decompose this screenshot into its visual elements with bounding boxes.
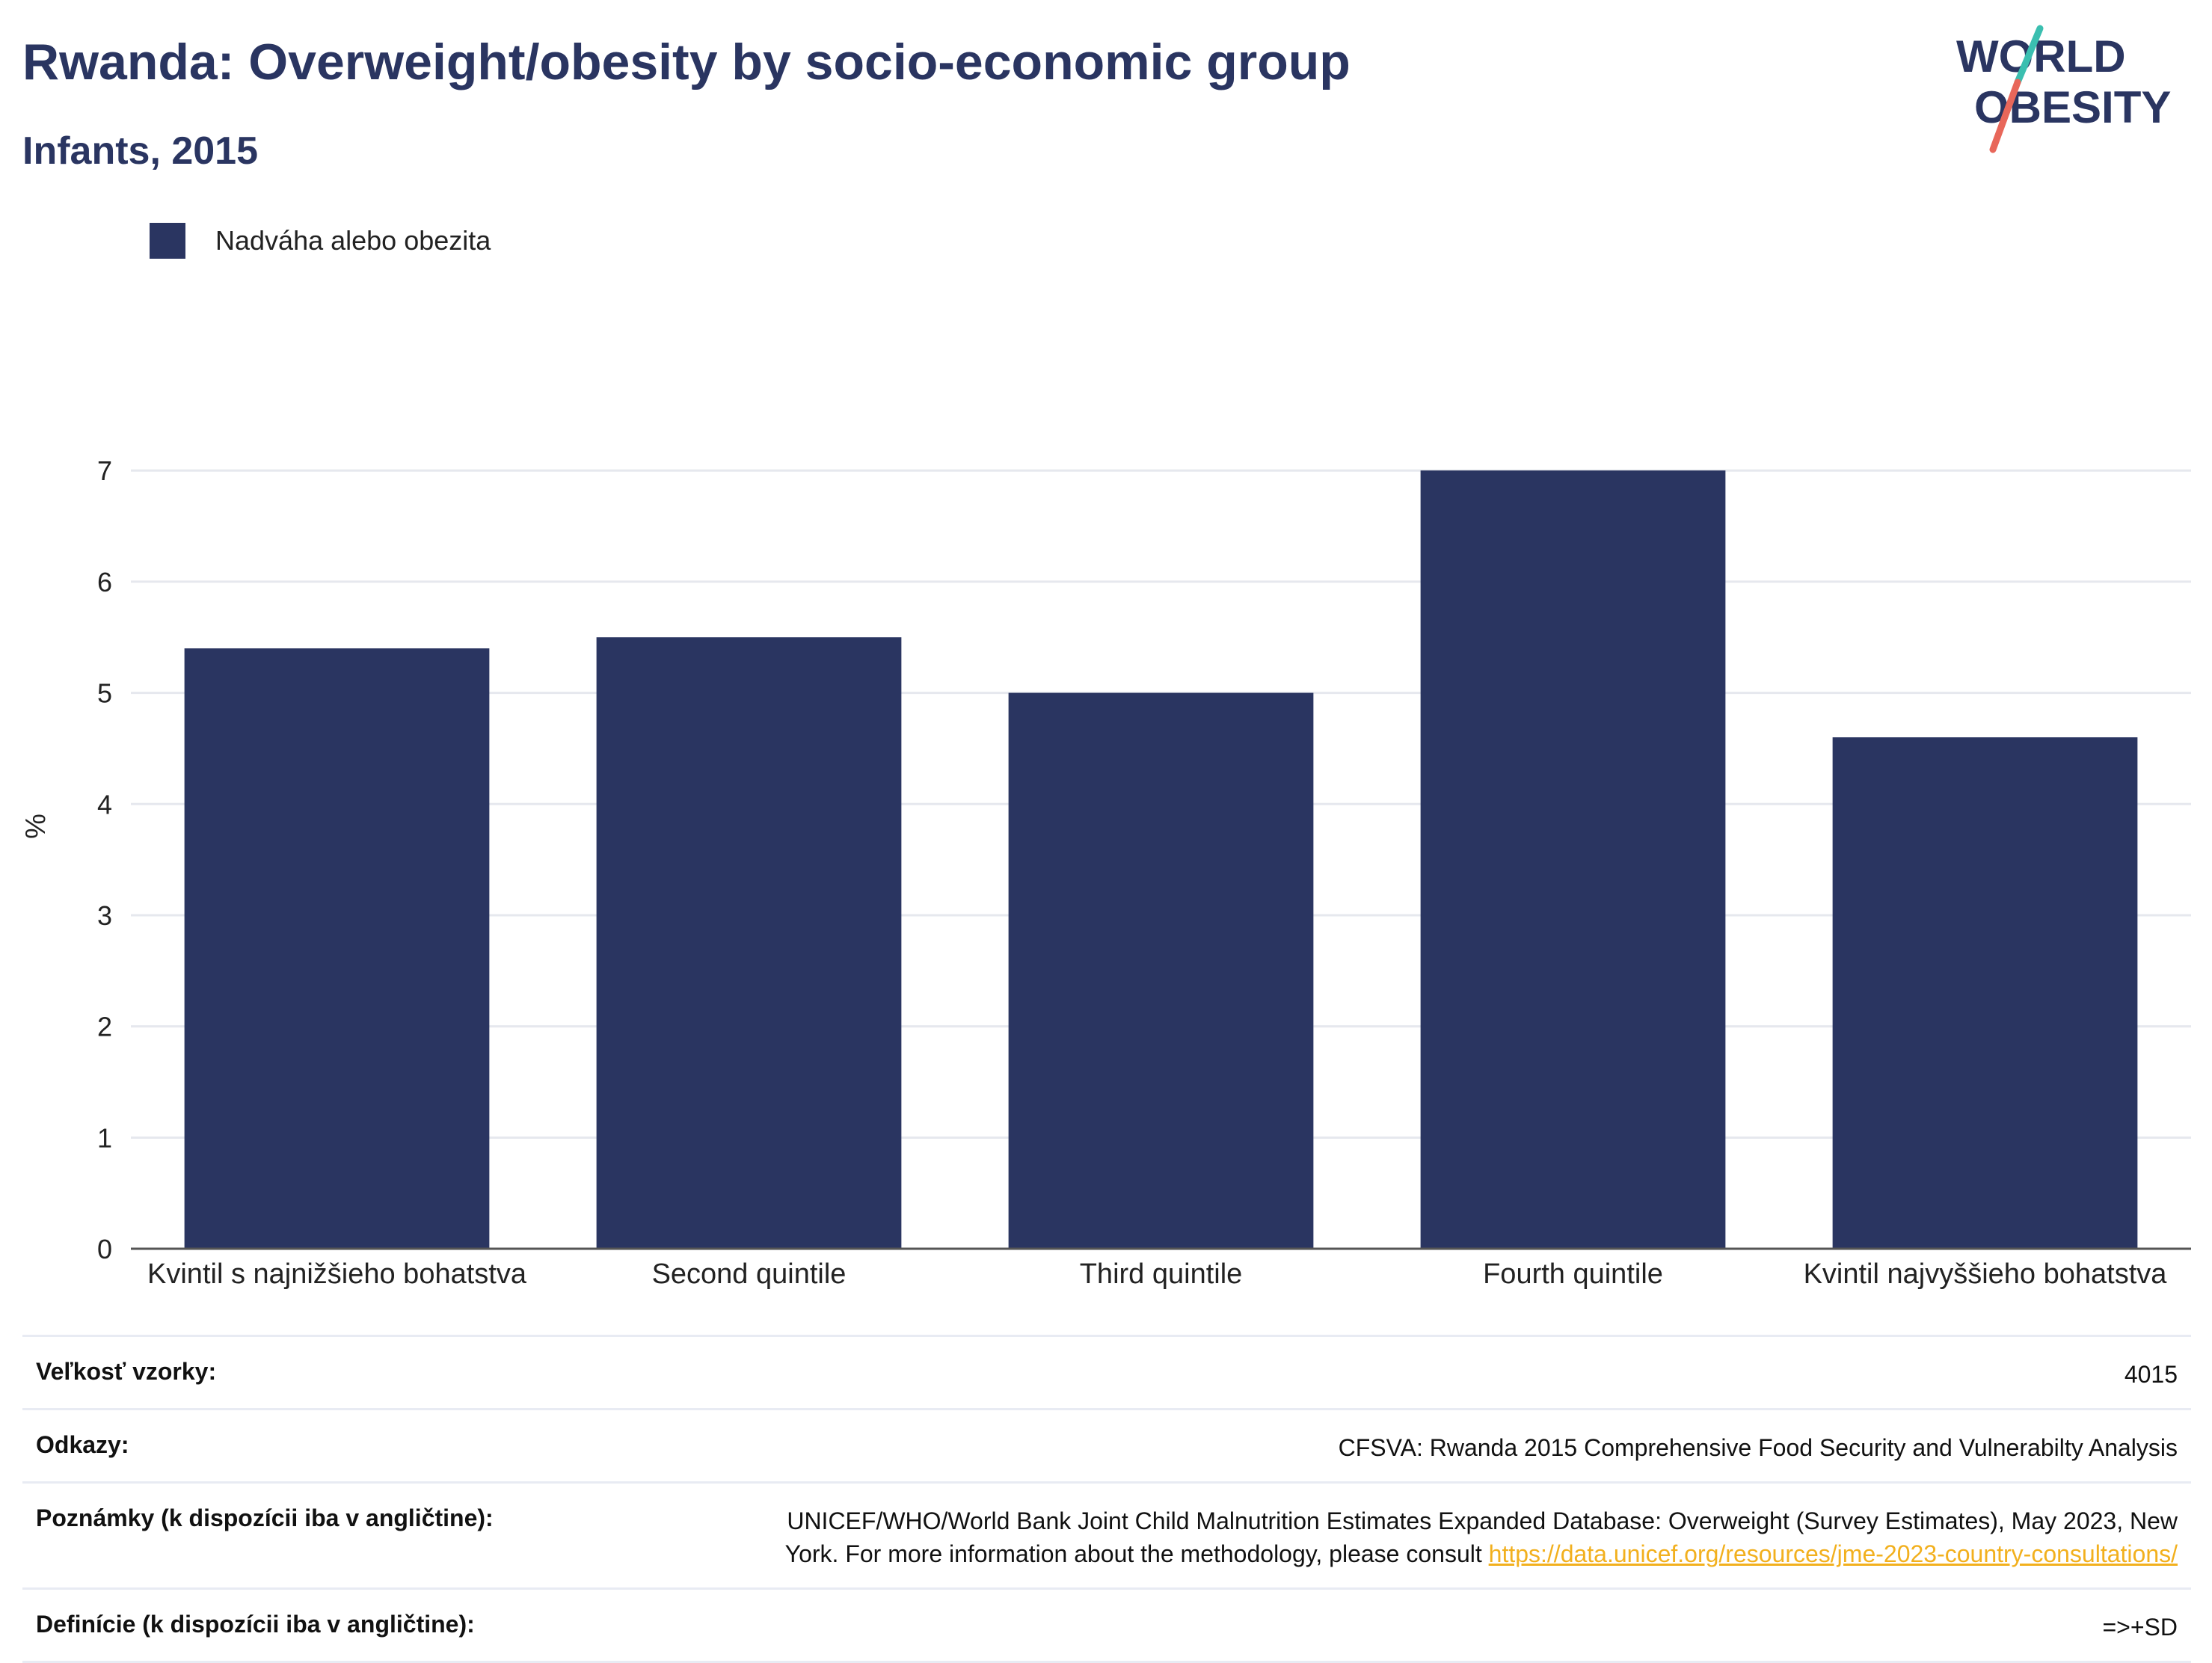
x-tick-label: Kvintil s najnižšieho bohatstva [147, 1258, 527, 1290]
y-tick-label: 1 [97, 1122, 112, 1153]
y-tick-label: 7 [97, 455, 112, 486]
legend: Nadváha alebo obezita [150, 223, 491, 259]
y-tick-label: 0 [97, 1234, 112, 1264]
y-tick-label: 6 [97, 567, 112, 597]
y-tick-label: 2 [97, 1012, 112, 1042]
x-tick-label: Third quintile [1080, 1258, 1243, 1290]
notes-row: Poznámky (k dispozícii iba v angličtine)… [22, 1481, 2191, 1588]
bar [1832, 737, 2138, 1249]
references-row: Odkazy: CFSVA: Rwanda 2015 Comprehensive… [22, 1407, 2191, 1481]
y-tick-label: 4 [97, 789, 112, 820]
sample-size-value: 4015 [2124, 1361, 2178, 1388]
notes-label: Poznámky (k dispozícii iba v angličtine)… [36, 1504, 494, 1531]
bar [596, 637, 902, 1249]
x-tick-label: Kvintil najvyššieho bohatstva [1804, 1258, 2168, 1290]
bar [1008, 692, 1314, 1249]
legend-swatch [150, 223, 185, 259]
chart-footer: Veľkosť vzorky: 4015 Odkazy: CFSVA: Rwan… [22, 1335, 2191, 1663]
logo-slash-top [2014, 25, 2044, 86]
chart-title: Rwanda: Overweight/obesity by socio-econ… [22, 34, 1351, 90]
x-tick-label: Fourth quintile [1483, 1258, 1663, 1290]
definitions-value: =>+SD [2102, 1614, 2178, 1641]
notes-link[interactable]: https://data.unicef.org/resources/jme-20… [1488, 1540, 2178, 1568]
y-tick-label: 3 [97, 900, 112, 931]
y-axis-label: % [20, 814, 52, 839]
notes-text-2: York. For more information about the met… [784, 1540, 1489, 1568]
notes-value: UNICEF/WHO/World Bank Joint Child Malnut… [785, 1504, 2178, 1572]
notes-text-1: UNICEF/WHO/World Bank Joint Child Malnut… [787, 1507, 2178, 1534]
references-label: Odkazy: [36, 1430, 129, 1458]
definitions-label: Definície (k dispozícii iba v angličtine… [36, 1611, 475, 1638]
bar-chart: 0 1 2 3 4 5 6 7% Kvintil s najnižšieho bohatstva… [20, 455, 2191, 1290]
chart-subtitle: Infants, 2015 [22, 129, 259, 173]
bar [1420, 470, 1726, 1249]
bar [184, 648, 490, 1249]
x-tick-label: Second quintile [652, 1258, 847, 1290]
world-obesity-logo: WORLD OBESITY [1956, 25, 2171, 153]
definitions-row: Definície (k dispozícii iba v angličtine… [22, 1587, 2191, 1663]
sample-size-label: Veľkosť vzorky: [36, 1358, 217, 1385]
logo-line-1: WORLD [1956, 31, 2126, 82]
y-tick-label: 5 [97, 678, 112, 709]
legend-label: Nadváha alebo obezita [215, 225, 491, 256]
logo-slash-bottom [1989, 79, 2021, 153]
references-value: CFSVA: Rwanda 2015 Comprehensive Food Se… [1338, 1433, 2178, 1461]
sample-size-row: Veľkosť vzorky: 4015 [22, 1335, 2191, 1408]
